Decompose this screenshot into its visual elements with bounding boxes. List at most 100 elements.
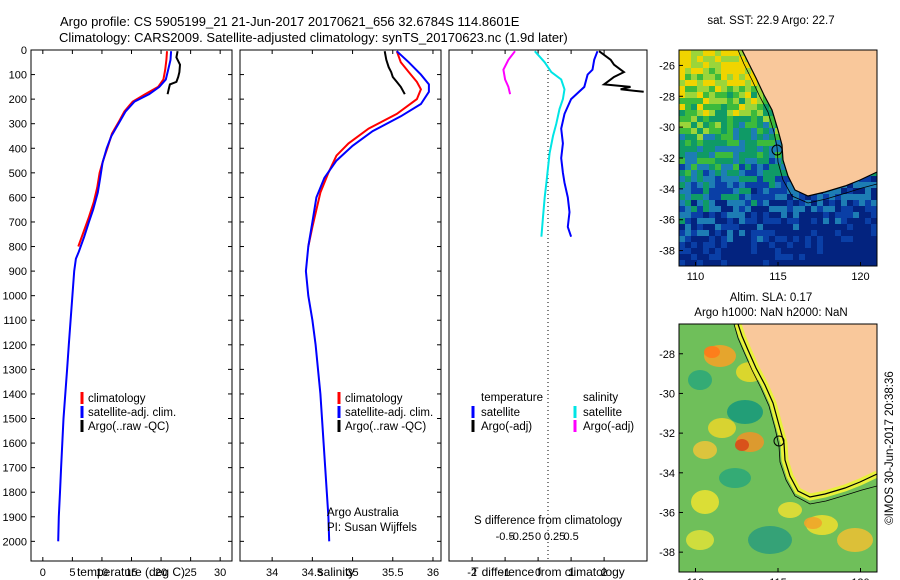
sst-cell [691, 68, 697, 74]
sst-cell [715, 158, 721, 164]
sst-cell [733, 122, 739, 128]
sst-cell [763, 128, 769, 134]
depth-tick-label: 1900 [3, 512, 27, 524]
sst-cell [757, 128, 763, 134]
sst-cell [679, 122, 685, 128]
sst-cell [781, 176, 787, 182]
sst-cell [709, 98, 715, 104]
sst-cell [871, 248, 877, 254]
sst-cell [805, 236, 811, 242]
sst-cell [811, 212, 817, 218]
sst-cell [757, 260, 763, 266]
sst-cell [757, 92, 763, 98]
sst-cell [853, 254, 859, 260]
sst-cell [781, 164, 787, 170]
sst-cell [697, 224, 703, 230]
sst-cell [751, 74, 757, 80]
sst-cell [859, 200, 865, 206]
depth-tick-label: 1700 [3, 463, 27, 475]
sst-cell [799, 230, 805, 236]
sst-cell [757, 188, 763, 194]
sst-cell [733, 230, 739, 236]
sst-cell [709, 68, 715, 74]
sst-cell [787, 260, 793, 266]
sst-cell [727, 80, 733, 86]
sst-cell [751, 110, 757, 116]
sst-cell [871, 236, 877, 242]
sst-cell [865, 260, 871, 266]
sst-cell [823, 242, 829, 248]
sst-cell [715, 194, 721, 200]
sst-cell [769, 212, 775, 218]
sst-cell [775, 182, 781, 188]
sst-cell [841, 260, 847, 266]
sst-cell [853, 218, 859, 224]
sst-cell [715, 182, 721, 188]
sst-cell [739, 116, 745, 122]
sst-cell [697, 152, 703, 158]
sst-cell [721, 68, 727, 74]
sst-cell [697, 98, 703, 104]
sla-cell [688, 370, 712, 390]
sst-cell [691, 236, 697, 242]
sst-cell [727, 188, 733, 194]
sst-cell [781, 194, 787, 200]
sst-cell [727, 182, 733, 188]
sst-cell [679, 110, 685, 116]
sst-cell [739, 146, 745, 152]
sst-cell [709, 92, 715, 98]
sst-cell [799, 236, 805, 242]
sst-cell [727, 110, 733, 116]
sla-cell [837, 528, 873, 552]
sst-cell [691, 194, 697, 200]
sst-cell [775, 224, 781, 230]
sst-cell [703, 128, 709, 134]
x-tick-label: 15 [125, 567, 137, 579]
sst-cell [745, 212, 751, 218]
sst-cell [745, 164, 751, 170]
sst-cell [715, 122, 721, 128]
sst-cell [751, 188, 757, 194]
sst-cell [709, 164, 715, 170]
sst-cell [769, 254, 775, 260]
sst-cell [679, 80, 685, 86]
sst-cell [691, 104, 697, 110]
t-difference-xlabel: T difference from climatology [471, 565, 625, 579]
sst-cell [709, 80, 715, 86]
sst-cell [685, 200, 691, 206]
depth-tick-label: 500 [9, 168, 27, 180]
latitude-tick-label: -26 [659, 60, 675, 72]
sst-cell [697, 242, 703, 248]
sst-cell [847, 188, 853, 194]
sst-cell [697, 188, 703, 194]
sst-cell [853, 200, 859, 206]
sst-cell [709, 242, 715, 248]
sla-cell [727, 400, 763, 424]
sst-cell [727, 224, 733, 230]
sst-cell [685, 230, 691, 236]
sst-cell [709, 206, 715, 212]
sst-cell [679, 224, 685, 230]
sst-cell [691, 92, 697, 98]
sst-cell [751, 92, 757, 98]
sst-cell [697, 56, 703, 62]
sst-cell [853, 194, 859, 200]
sst-cell [865, 218, 871, 224]
sst-cell [709, 86, 715, 92]
series-line-salinity-argo-adj [502, 50, 516, 95]
sst-cell [763, 122, 769, 128]
sst-cell [721, 242, 727, 248]
sst-cell [757, 110, 763, 116]
sst-cell [757, 158, 763, 164]
sst-cell [727, 176, 733, 182]
series-line-argo-raw-qc [166, 51, 182, 95]
sst-cell [757, 134, 763, 140]
sst-cell [763, 140, 769, 146]
sst-cell [865, 212, 871, 218]
sst-cell [685, 242, 691, 248]
sst-cell [721, 80, 727, 86]
sst-cell [757, 170, 763, 176]
sst-cell [859, 194, 865, 200]
sst-cell [853, 212, 859, 218]
sst-cell [709, 140, 715, 146]
